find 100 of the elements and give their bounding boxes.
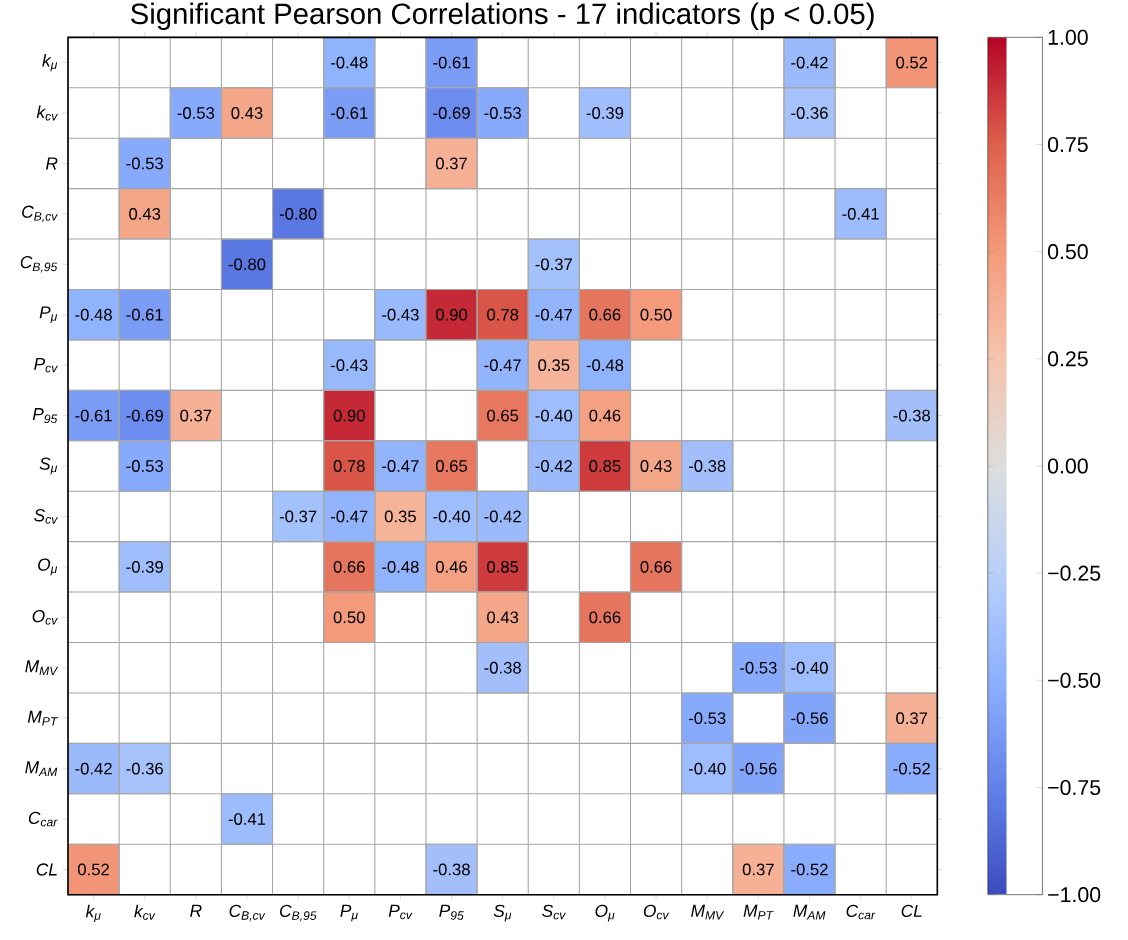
data-label: 0.46: [435, 560, 468, 573]
data-label: 0.50: [333, 611, 365, 624]
data-label: -0.42: [791, 56, 828, 69]
data-label: -0.41: [842, 207, 879, 220]
x-tick-label: M$_{MV}$: [691, 904, 725, 920]
x-tick-label: R: [190, 904, 202, 917]
data-label: 0.66: [333, 560, 365, 573]
y-tick-label: P$_{μ}$: [39, 306, 58, 324]
color-bar-label: 0.25: [1047, 351, 1088, 367]
data-label: -0.40: [688, 762, 726, 775]
x-tick-label: O$_{μ}$: [595, 904, 615, 922]
data-label: 0.66: [589, 308, 621, 321]
data-label: -0.47: [484, 359, 521, 372]
data-label: -0.53: [126, 460, 163, 472]
data-label: 0.85: [487, 560, 519, 573]
color-bar-label: −1.00: [1048, 887, 1101, 903]
data-label: -0.37: [279, 510, 317, 523]
data-label: 0.78: [333, 460, 365, 472]
data-label: -0.39: [586, 107, 624, 119]
y-tick-label: C$_{car}$: [28, 811, 58, 827]
data-label: -0.38: [484, 661, 521, 674]
x-tick-label: P$_{95}$: [439, 904, 464, 920]
data-label: -0.53: [740, 661, 777, 674]
data-label: -0.47: [382, 460, 419, 472]
x-tick-label: k$_{μ}$: [85, 904, 101, 922]
data-label: -0.56: [740, 762, 777, 775]
data-label: 0.65: [487, 409, 519, 422]
color-bar-label: 1.00: [1048, 29, 1088, 45]
y-tick-label: k$_{cv}$: [36, 105, 58, 121]
data-label: 0.52: [896, 56, 928, 69]
data-label: -0.40: [535, 409, 573, 422]
color-bar-label: −0.25: [1048, 565, 1101, 581]
data-label: 0.90: [333, 409, 365, 422]
data-label: -0.48: [75, 308, 112, 321]
chart-title: Significant Pearson Correlations - 17 indicators (p < 0.05): [131, 2, 874, 30]
x-tick-label: S$_{cv}$: [542, 904, 566, 920]
y-tick-label: M$_{AM}$: [25, 761, 58, 776]
x-tick-label: CL: [901, 904, 922, 917]
data-label: 0.43: [129, 207, 161, 220]
data-label: -0.37: [535, 258, 572, 271]
x-tick-label: M$_{AM}$: [793, 904, 826, 920]
data-label: -0.53: [126, 157, 163, 170]
y-tick-label: P$_{95}$: [32, 408, 58, 424]
y-tick-label: C$_{B,95}$: [20, 255, 58, 273]
data-label: -0.42: [75, 762, 112, 775]
data-label: -0.61: [126, 308, 163, 321]
data-label: -0.69: [433, 107, 470, 119]
y-tick-label: O$_{μ}$: [38, 558, 58, 576]
y-tick-label: k$_{μ}$: [42, 53, 58, 72]
x-tick-label: M$_{PT}$: [743, 904, 774, 920]
data-label: -0.61: [433, 56, 470, 69]
data-label: -0.47: [331, 510, 368, 523]
data-label: 0.43: [231, 107, 263, 119]
data-label: 0.35: [538, 359, 570, 372]
y-tick-label: R: [45, 157, 58, 170]
data-label: -0.47: [535, 308, 572, 321]
y-tick-label: M$_{PT}$: [27, 710, 59, 726]
data-label: -0.42: [484, 510, 521, 523]
data-label: -0.61: [331, 107, 368, 119]
data-label: 0.37: [742, 863, 774, 876]
color-bar-label: −0.75: [1048, 779, 1101, 796]
data-label: -0.48: [382, 560, 419, 573]
y-tick-label: O$_{cv}$: [32, 609, 58, 625]
data-label: -0.80: [228, 258, 266, 271]
x-tick-label: P$_{μ}$: [340, 904, 358, 922]
data-label: 0.43: [640, 460, 672, 472]
data-label: -0.40: [433, 510, 470, 523]
data-label: -0.80: [279, 207, 317, 220]
x-tick-label: C$_{B,cv}$: [229, 904, 266, 922]
data-label: -0.69: [126, 409, 163, 422]
color-bar-label: −0.50: [1048, 672, 1101, 688]
data-label: -0.52: [893, 762, 930, 775]
data-label: -0.38: [688, 460, 726, 472]
data-label: 0.52: [78, 863, 109, 876]
data-label: 0.37: [896, 712, 928, 725]
x-tick-label: S$_{μ}$: [493, 904, 512, 922]
data-label: -0.48: [586, 359, 624, 372]
data-label: 0.43: [487, 611, 519, 624]
data-label: -0.38: [433, 863, 470, 876]
y-tick-label: M$_{MV}$: [25, 660, 59, 676]
data-label: -0.53: [688, 712, 726, 725]
data-label: -0.36: [126, 762, 163, 775]
data-label: 0.66: [640, 560, 672, 573]
data-label: -0.53: [484, 107, 521, 119]
data-label: 0.37: [180, 409, 212, 422]
data-label: -0.36: [791, 107, 828, 119]
data-label: 0.78: [487, 308, 519, 321]
data-label: 0.85: [589, 460, 621, 472]
data-label: -0.40: [791, 661, 828, 674]
data-label: -0.39: [126, 560, 163, 573]
x-tick-label: k$_{cv}$: [134, 904, 156, 920]
data-label: -0.48: [331, 56, 368, 69]
color-bar-label: 0.00: [1047, 458, 1088, 474]
y-tick-label: S$_{μ}$: [39, 457, 58, 475]
x-tick-label: C$_{car}$: [846, 904, 876, 920]
data-label: -0.52: [791, 863, 828, 876]
data-label: -0.38: [893, 409, 931, 422]
data-label: -0.61: [75, 409, 112, 422]
data-label: 0.35: [384, 510, 416, 523]
data-label: 0.46: [589, 409, 621, 422]
